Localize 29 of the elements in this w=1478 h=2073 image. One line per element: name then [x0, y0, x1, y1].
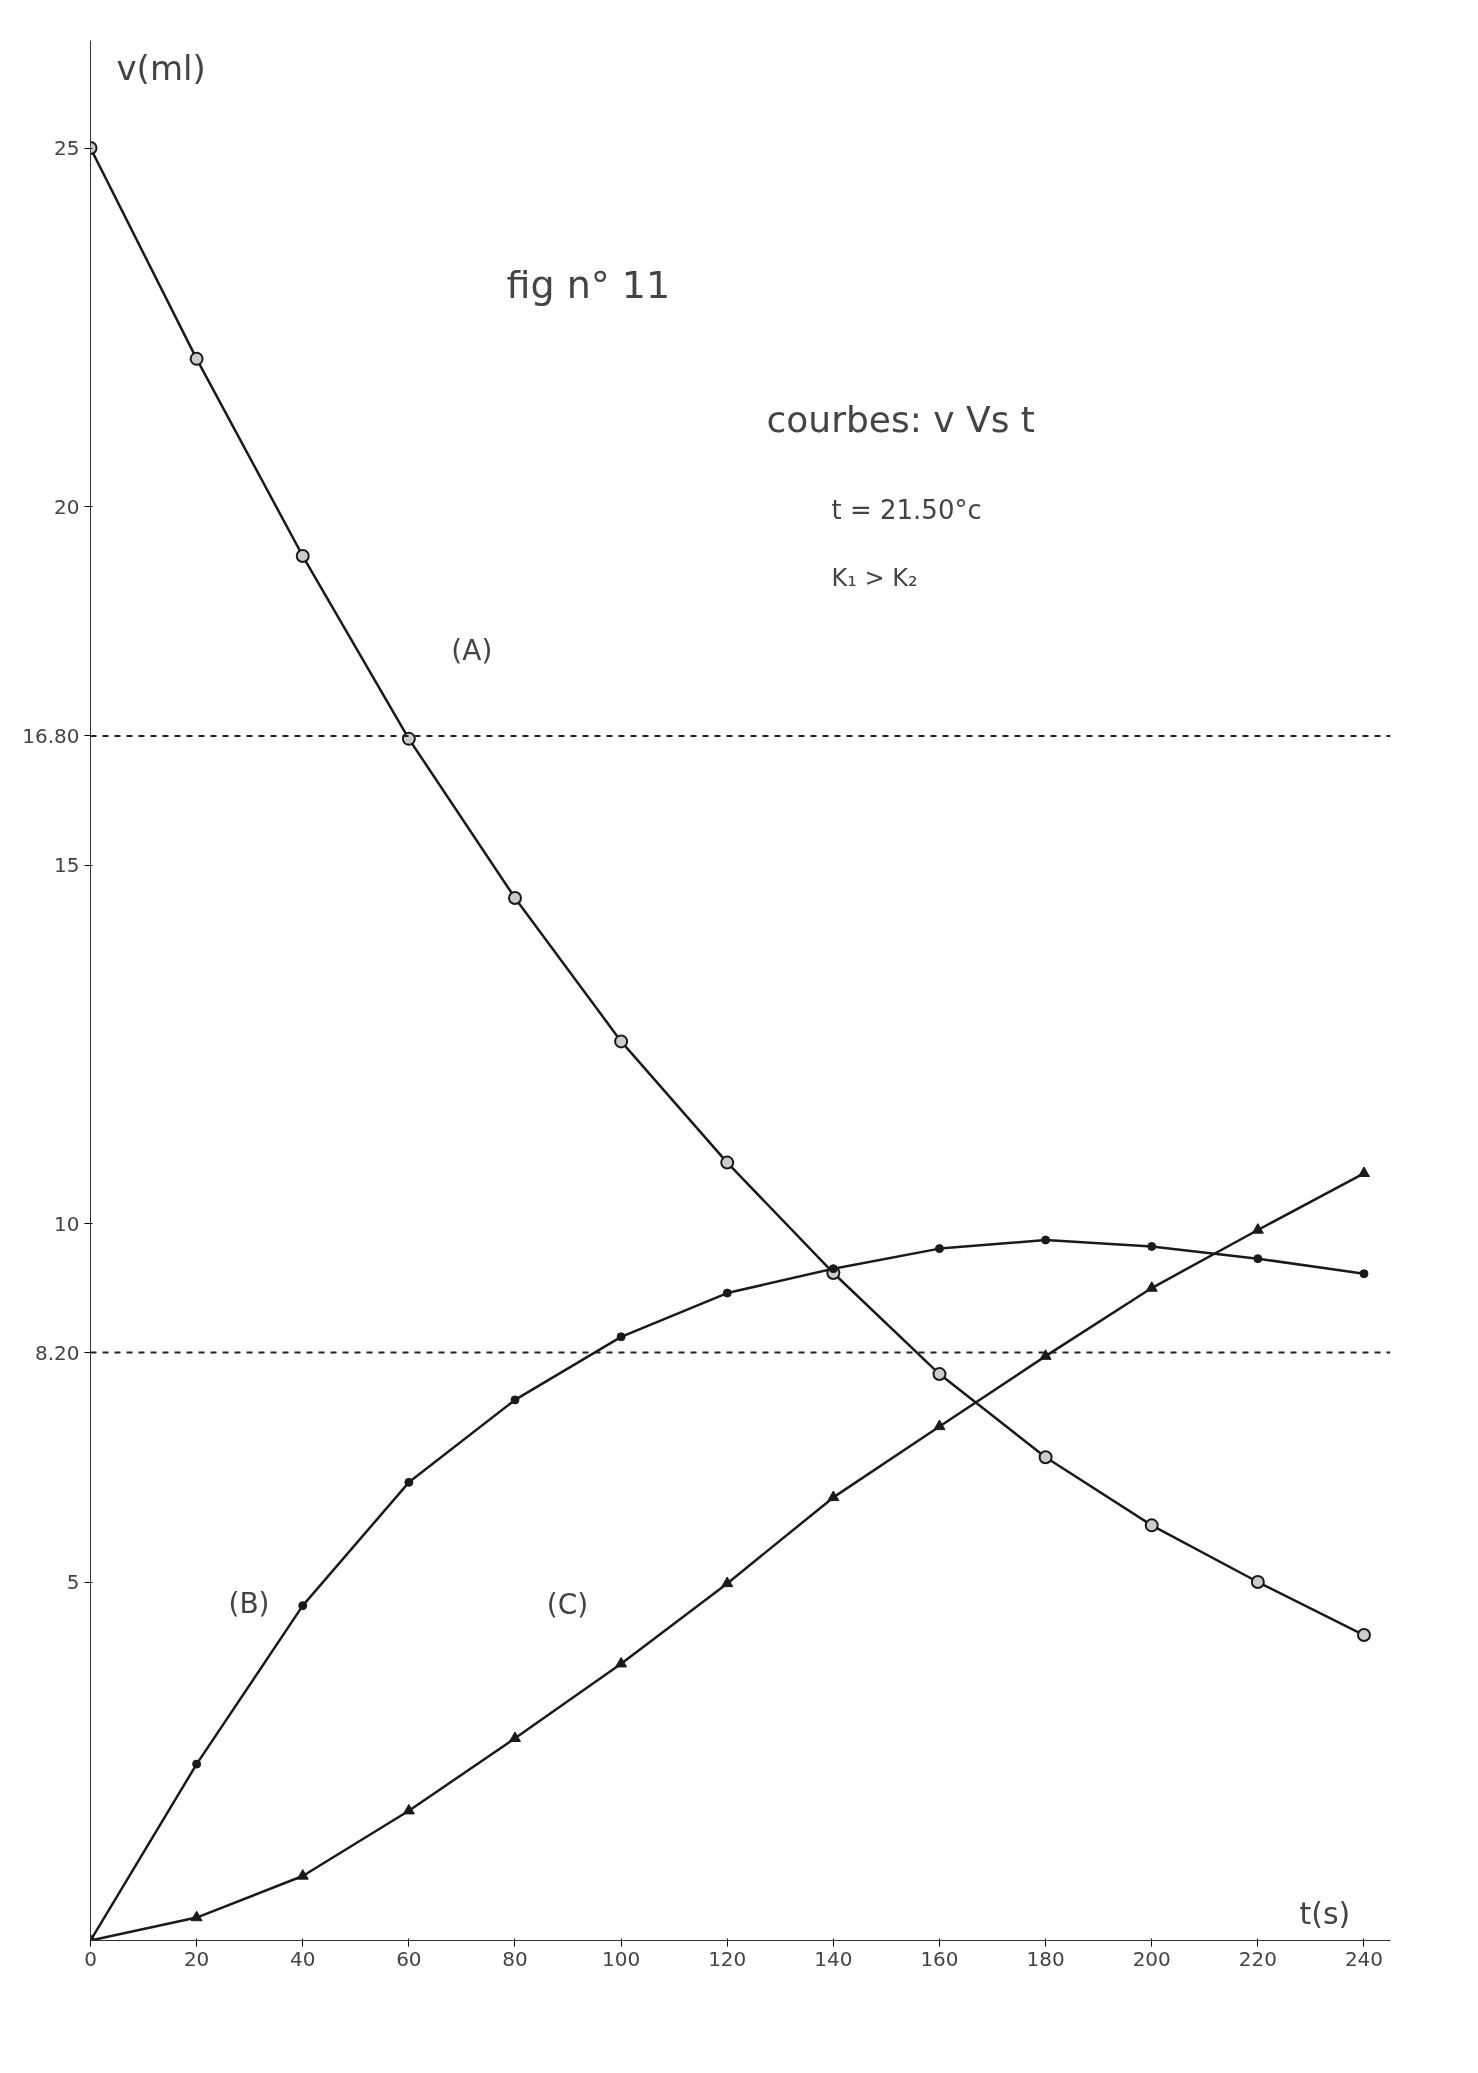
y-tick-label: 15: [54, 853, 80, 878]
annotation: K₁ > K₂: [831, 563, 918, 592]
annotation: courbes: v Vs t: [766, 398, 1035, 440]
x-tick-label: 220: [1238, 1946, 1277, 1971]
x-tick-label: 120: [708, 1946, 747, 1971]
y-tick-label: 16.80: [22, 723, 80, 748]
y-tick-label: 25: [54, 136, 80, 161]
x-tick-label: 20: [183, 1946, 210, 1971]
x-tick-label: 240: [1344, 1946, 1384, 1971]
x-tick-label: 60: [396, 1946, 422, 1971]
annotation: fig n° 11: [506, 262, 671, 307]
y-tick-label: 5: [66, 1570, 80, 1595]
text: (A): [451, 634, 493, 668]
x-tick-label: 100: [602, 1946, 641, 1971]
x-axis-title: t(s): [1299, 1896, 1351, 1931]
annotation: t = 21.50°c: [831, 495, 982, 525]
x-tick-label: 180: [1026, 1946, 1065, 1971]
y-tick-label: 20: [54, 494, 80, 519]
x-tick-label: 0: [84, 1946, 97, 1971]
y-tick-label: 8.20: [34, 1340, 80, 1365]
y-axis-title: v(ml): [116, 48, 206, 88]
series-label: (B): [228, 1587, 270, 1621]
x-tick-label: 200: [1132, 1946, 1171, 1971]
x-tick-label: 140: [814, 1946, 853, 1971]
x-tick-label: 40: [290, 1946, 316, 1971]
x-tick-label: 160: [920, 1946, 959, 1971]
x-tick-label: 80: [502, 1946, 528, 1971]
y-tick-label: 10: [54, 1211, 80, 1236]
series-label: (C): [546, 1587, 589, 1621]
